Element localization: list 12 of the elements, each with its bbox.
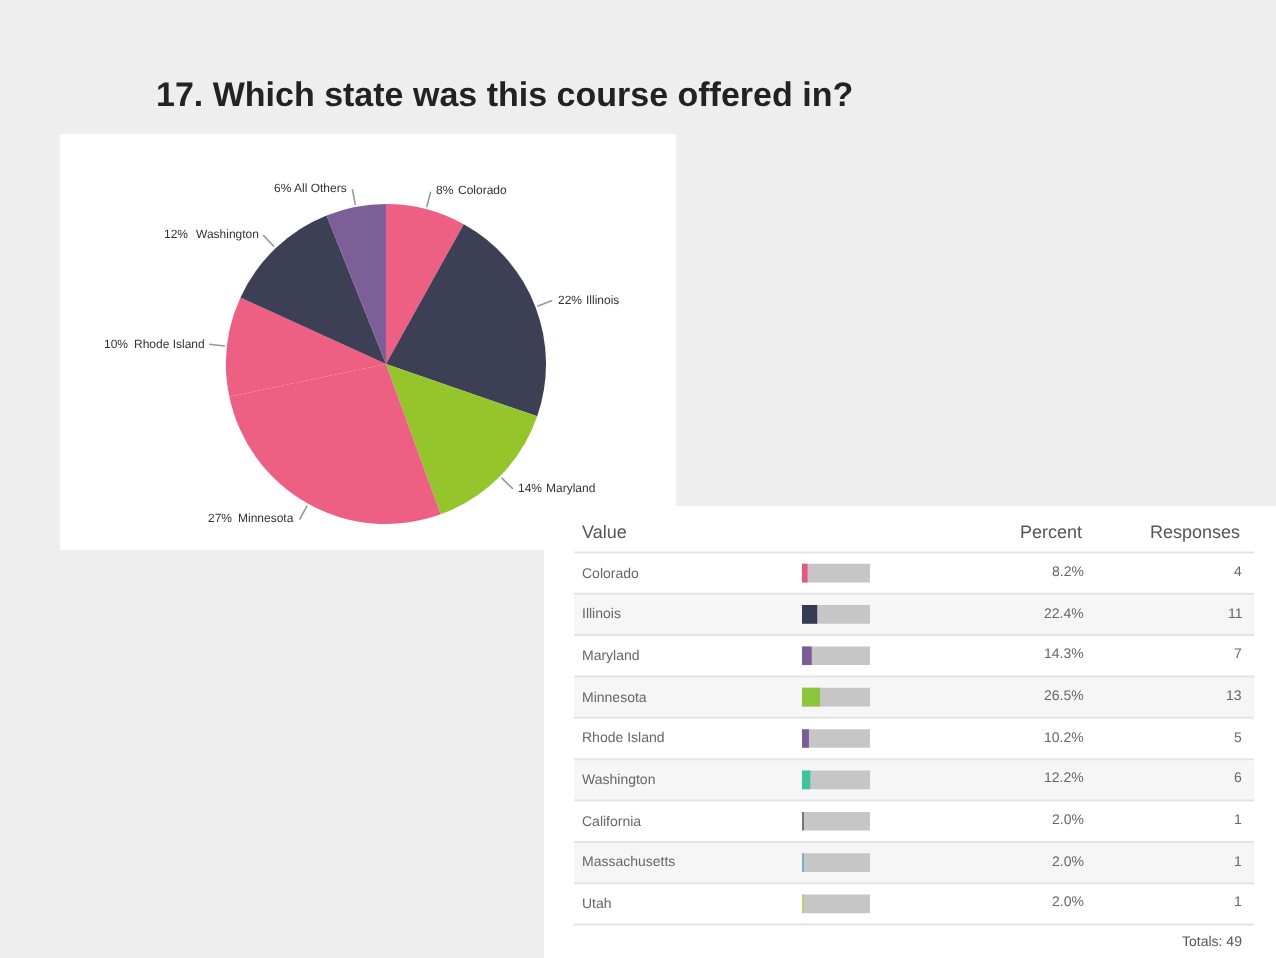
bar <box>802 646 812 666</box>
text: Percent <box>1020 522 1084 542</box>
chart-title: 17. Which state was this course offered in? <box>156 76 854 114</box>
bar <box>802 605 818 624</box>
text: Responses <box>1150 522 1242 542</box>
bar <box>802 729 809 748</box>
pie-slice <box>386 364 538 515</box>
bar <box>802 770 811 790</box>
y-axis-title: Value <box>582 522 627 542</box>
pie-slice <box>326 204 386 364</box>
bar <box>802 563 808 583</box>
bar <box>802 687 821 707</box>
